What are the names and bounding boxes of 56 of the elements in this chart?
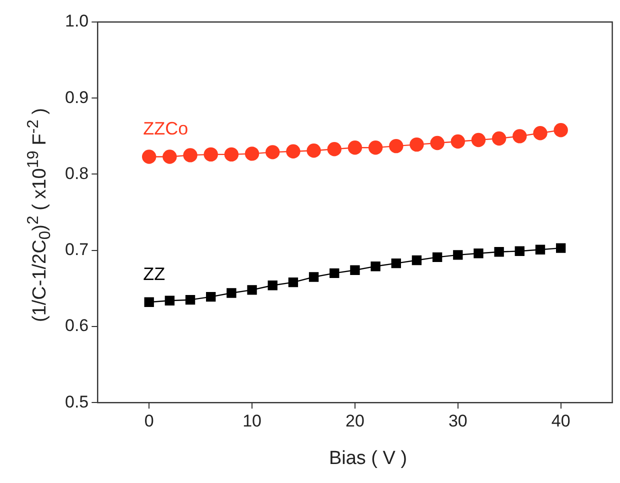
point [226, 288, 236, 298]
point [327, 142, 342, 156]
point [556, 243, 566, 253]
point [306, 144, 321, 158]
series-label: ZZCo [143, 118, 188, 139]
point [430, 136, 444, 150]
x-tick-label: 0 [144, 411, 154, 430]
point [533, 126, 548, 140]
point [162, 150, 177, 164]
point [471, 132, 486, 148]
point [185, 294, 196, 305]
series-label: ZZ [143, 264, 166, 284]
y-tick-label: 0.9 [64, 88, 89, 107]
point [266, 145, 280, 160]
point [286, 144, 300, 159]
point [288, 277, 298, 288]
point [330, 268, 340, 278]
point [492, 131, 506, 146]
x-tick-label: 30 [448, 411, 468, 430]
point [370, 262, 380, 272]
point [368, 140, 383, 155]
point [412, 255, 422, 266]
point [554, 122, 568, 138]
x-axis-title: Bias ( V ) [328, 448, 408, 470]
point [494, 247, 504, 257]
point [164, 296, 175, 306]
x-tick-label: 40 [551, 411, 570, 430]
point [350, 265, 360, 275]
point [348, 140, 362, 155]
point [183, 148, 198, 162]
point [142, 150, 156, 164]
x-tick-label: 10 [242, 411, 262, 430]
point [514, 246, 525, 256]
point [453, 250, 463, 260]
point [144, 297, 154, 307]
point [247, 285, 257, 295]
y-tick-label: 0.6 [64, 316, 89, 336]
point [535, 244, 546, 254]
point [244, 146, 260, 161]
y-tick-label: 0.5 [64, 392, 89, 412]
point [410, 137, 424, 152]
point [268, 280, 278, 290]
point [224, 147, 239, 162]
x-tick-label: 20 [346, 411, 364, 430]
point [204, 147, 218, 162]
point [474, 248, 484, 258]
point [391, 258, 401, 268]
y-tick-label: 1.0 [64, 12, 89, 31]
point [512, 129, 527, 144]
point [206, 292, 216, 302]
point [432, 252, 442, 262]
point [450, 134, 465, 149]
point [308, 272, 319, 282]
y-tick-label: 0.8 [64, 164, 89, 183]
y-tick-label: 0.7 [64, 240, 89, 260]
point [389, 138, 404, 154]
